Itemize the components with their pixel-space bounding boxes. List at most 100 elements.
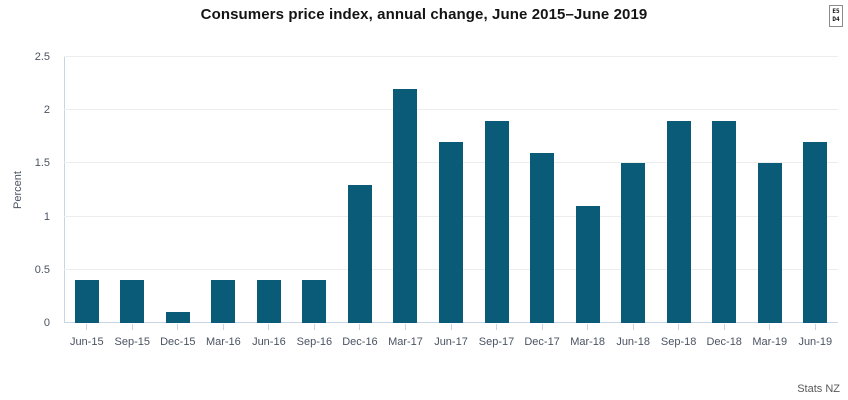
x-tick-label: Jun-16 <box>252 336 286 348</box>
x-tick-mark <box>769 324 771 330</box>
x-tick-slot <box>610 324 656 331</box>
y-tick-label: 1 <box>43 210 50 223</box>
bar-Jun-17 <box>439 142 464 323</box>
x-tick-mark <box>177 324 179 330</box>
bar-slot <box>246 57 292 323</box>
x-tick-slot <box>519 324 565 331</box>
bar-Dec-16 <box>347 184 372 323</box>
x-axis-labels: Jun-15 Sep-15 Dec-15 Mar-16 Jun-16 Sep-16 Dec-… <box>64 336 838 348</box>
y-axis-line <box>64 57 65 323</box>
x-tick-mark <box>359 324 361 330</box>
bar-slot <box>474 57 520 323</box>
bar-slot <box>110 57 156 323</box>
bar-Sep-15 <box>120 280 145 323</box>
pixel-code-badge: E5 D4 <box>829 5 843 27</box>
bar-Dec-17 <box>530 152 555 323</box>
x-tick-label: Sep-16 <box>296 336 333 348</box>
x-tick-label: Dec-16 <box>342 336 378 348</box>
x-tick-slot <box>747 324 793 331</box>
bar-slot <box>747 57 793 323</box>
x-tick-slot <box>337 324 383 331</box>
x-tick-slot <box>565 324 611 331</box>
bar-slot <box>64 57 110 323</box>
x-tick-slot <box>383 324 429 331</box>
x-tick-mark <box>268 324 270 330</box>
chart-title: Consumers price index, annual change, Ju… <box>200 6 648 23</box>
x-tick-mark <box>496 324 498 330</box>
x-tick-slot <box>155 324 201 331</box>
attribution-stats-nz: Stats NZ <box>797 383 840 395</box>
bar-Sep-17 <box>484 120 509 323</box>
x-tick-mark <box>678 324 680 330</box>
bar-slot <box>428 57 474 323</box>
gridline <box>64 56 838 57</box>
x-tick-label: Mar-18 <box>570 336 606 348</box>
y-tick-label: 1.5 <box>34 157 50 170</box>
x-tick-label: Jun-17 <box>434 336 468 348</box>
x-tick-mark <box>450 324 452 330</box>
x-tick-label: Jun-18 <box>616 336 650 348</box>
x-tick-mark <box>632 324 634 330</box>
bar-slot <box>292 57 338 323</box>
x-tick-slot <box>246 324 292 331</box>
bar-slot <box>701 57 747 323</box>
bar-slot <box>337 57 383 323</box>
x-tick-slot <box>64 324 110 331</box>
bar-Mar-17 <box>393 88 418 323</box>
x-tick-slot <box>793 324 839 331</box>
x-tick-label: Jun-15 <box>69 336 104 348</box>
x-tick-slot <box>656 324 702 331</box>
x-tick-label: Dec-15 <box>160 336 196 348</box>
bar-slot <box>155 57 201 323</box>
x-tick-label: Dec-18 <box>706 336 742 348</box>
plot-area <box>64 56 839 323</box>
bar-Dec-18 <box>712 120 737 323</box>
x-tick-mark <box>723 324 725 330</box>
x-tick-label: Jun-19 <box>798 336 833 348</box>
x-tick-mark <box>222 324 224 330</box>
bar-slot <box>519 57 565 323</box>
x-tick-label: Mar-17 <box>388 336 423 348</box>
x-tick-label: Mar-19 <box>752 336 788 348</box>
bar-Mar-18 <box>575 205 600 323</box>
bar-Mar-16 <box>211 280 236 323</box>
x-tick-slot <box>428 324 474 331</box>
bar-slot <box>565 57 611 323</box>
bar-Dec-15 <box>165 312 190 323</box>
bar-slot <box>610 57 656 323</box>
y-tick-label: 2 <box>43 104 50 117</box>
y-tick-label: 0.5 <box>34 263 50 276</box>
x-tick-mark <box>86 324 88 330</box>
x-tick-mark <box>404 324 406 330</box>
pixel-code-line2: D4 <box>832 16 840 23</box>
x-axis-ticks <box>64 324 838 331</box>
bar-Jun-18 <box>621 163 646 323</box>
x-tick-slot <box>201 324 247 331</box>
bar-Sep-18 <box>666 120 691 323</box>
x-tick-mark <box>587 324 589 330</box>
x-tick-label: Sep-15 <box>114 336 151 348</box>
x-tick-slot <box>110 324 156 331</box>
y-axis: 0 0.5 1 1.5 2 2.5 <box>0 51 54 329</box>
bar-Jun-15 <box>74 280 99 323</box>
x-tick-slot <box>474 324 520 331</box>
y-tick-label: 2.5 <box>34 51 50 63</box>
x-tick-slot <box>701 324 747 331</box>
x-tick-mark <box>541 324 543 330</box>
x-tick-mark <box>814 324 816 330</box>
bar-Jun-16 <box>256 280 281 323</box>
pixel-code-line1: E5 <box>832 8 840 15</box>
bar-Mar-19 <box>757 163 782 323</box>
x-tick-label: Mar-16 <box>205 336 241 348</box>
bar-slot <box>793 57 839 323</box>
x-tick-label: Dec-17 <box>524 336 560 348</box>
bar-Jun-19 <box>803 142 828 323</box>
y-tick-label: 0 <box>43 317 50 329</box>
bar-slot <box>383 57 429 323</box>
bar-slot <box>656 57 702 323</box>
x-tick-mark <box>131 324 133 330</box>
gridline <box>64 109 838 111</box>
x-tick-label: Sep-18 <box>660 336 697 348</box>
x-tick-mark <box>313 324 315 330</box>
